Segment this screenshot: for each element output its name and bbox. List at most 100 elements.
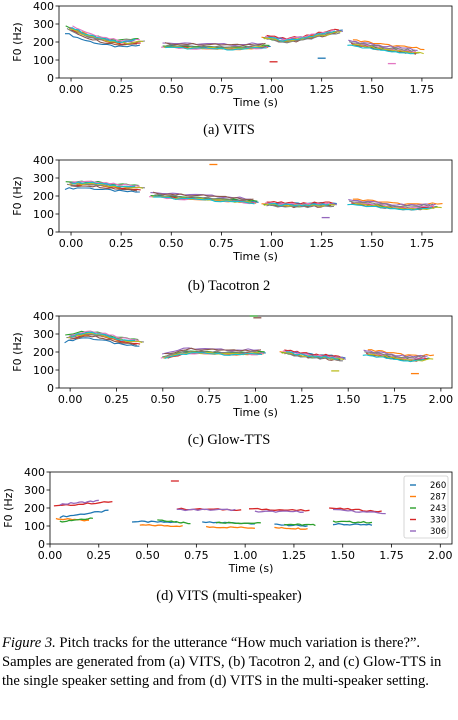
pitch-track bbox=[362, 354, 425, 363]
x-tick-label: 1.50 bbox=[336, 393, 361, 406]
pitch-track bbox=[347, 44, 415, 55]
legend-entry: 287 bbox=[430, 493, 446, 503]
x-tick-label: 0.50 bbox=[159, 83, 184, 96]
pitch-track bbox=[351, 43, 424, 55]
y-tick-label: 300 bbox=[33, 328, 54, 341]
y-tick-label: 0 bbox=[47, 382, 54, 395]
y-tick-label: 300 bbox=[24, 484, 45, 497]
x-tick-label: 0.50 bbox=[159, 237, 184, 250]
y-tick-label: 200 bbox=[33, 346, 54, 359]
x-tick-label: 0.25 bbox=[104, 393, 129, 406]
series-line-260 bbox=[131, 520, 177, 524]
pitch-track bbox=[348, 200, 434, 208]
legend-entry: 260 bbox=[430, 481, 446, 491]
x-tick-label: 1.25 bbox=[290, 393, 315, 406]
pitch-track bbox=[352, 39, 425, 51]
x-tick-label: 1.00 bbox=[259, 237, 284, 250]
x-tick-label: 0.75 bbox=[209, 83, 234, 96]
plot-area bbox=[53, 480, 386, 530]
series-line-287 bbox=[139, 524, 183, 528]
y-tick-label: 100 bbox=[33, 54, 54, 67]
pitch-track bbox=[348, 41, 416, 52]
series-line-243 bbox=[332, 520, 373, 524]
x-tick-label: 1.00 bbox=[233, 549, 258, 562]
pitch-track bbox=[366, 353, 434, 362]
pitch-track bbox=[281, 352, 345, 361]
legend-entry: 306 bbox=[430, 527, 446, 537]
x-tick-label: 0.00 bbox=[59, 237, 84, 250]
x-tick-label: 0.25 bbox=[109, 237, 134, 250]
plot-area bbox=[65, 25, 425, 65]
pitch-track bbox=[285, 351, 339, 360]
pitch-track bbox=[69, 335, 137, 346]
series-line-306 bbox=[254, 510, 304, 513]
x-tick-label: 0.75 bbox=[209, 237, 234, 250]
series-line-243 bbox=[215, 521, 261, 525]
pitch-track bbox=[152, 191, 254, 201]
pitch-track bbox=[68, 28, 144, 45]
y-tick-label: 0 bbox=[47, 226, 54, 239]
x-tick-label: 1.75 bbox=[410, 83, 435, 96]
pitch-track bbox=[164, 347, 262, 355]
x-tick-label: 1.00 bbox=[259, 83, 284, 96]
figure-caption: Figure 3. Pitch tracks for the utterance… bbox=[2, 634, 454, 691]
series-line-306 bbox=[176, 508, 236, 512]
x-tick-label: 1.75 bbox=[410, 237, 435, 250]
x-tick-label: 1.50 bbox=[360, 237, 385, 250]
x-tick-label: 1.25 bbox=[309, 83, 334, 96]
pitch-track bbox=[268, 30, 336, 42]
y-tick-label: 0 bbox=[38, 538, 45, 551]
x-tick-label: 1.50 bbox=[360, 83, 385, 96]
series-line-260 bbox=[274, 523, 308, 527]
y-axis-label: F0 (Hz) bbox=[11, 176, 24, 215]
x-tick-label: 1.25 bbox=[282, 549, 307, 562]
series-line-306 bbox=[59, 499, 99, 506]
pitch-track bbox=[347, 203, 433, 211]
axes-frame bbox=[58, 159, 453, 233]
series-line-287 bbox=[274, 526, 308, 530]
series-line-330 bbox=[53, 500, 113, 507]
pitch-track bbox=[70, 185, 138, 192]
series-line-243 bbox=[157, 519, 191, 525]
y-tick-label: 400 bbox=[24, 466, 45, 479]
x-tick-label: 1.75 bbox=[379, 549, 404, 562]
plot-area bbox=[64, 315, 434, 375]
pitch-track bbox=[72, 180, 140, 187]
y-tick-label: 200 bbox=[33, 36, 54, 49]
pitch-track bbox=[268, 203, 330, 207]
series-line-260 bbox=[59, 509, 109, 519]
chart-vits: 0 100 200 300 400 0.00 0.25 0.50 0.75 1.00 1.25 1.5… bbox=[11, 0, 453, 109]
pitch-track bbox=[165, 46, 267, 51]
x-tick-label: 2.00 bbox=[428, 549, 453, 562]
plot-area bbox=[64, 163, 443, 219]
y-axis-label: F0 (Hz) bbox=[11, 22, 24, 61]
y-tick-label: 400 bbox=[33, 310, 54, 323]
x-tick-label: 0.75 bbox=[184, 549, 209, 562]
x-tick-label: 1.50 bbox=[330, 549, 355, 562]
y-tick-label: 0 bbox=[47, 72, 54, 85]
legend-entry: 243 bbox=[430, 504, 446, 514]
pitch-track bbox=[164, 42, 266, 47]
pitch-track bbox=[364, 351, 426, 359]
y-tick-label: 100 bbox=[33, 364, 54, 377]
x-axis-label: Time (s) bbox=[232, 96, 278, 109]
panel-caption: (c) Glow-TTS bbox=[187, 432, 271, 448]
pitch-track bbox=[70, 29, 138, 46]
series-line-330 bbox=[248, 507, 310, 512]
series-line-330 bbox=[329, 507, 382, 513]
chart-vits-multi: 0 100 200 300 400 0.00 0.25 0.50 0.75 1.00 1.25 1.5… bbox=[2, 466, 453, 575]
pitch-track bbox=[351, 203, 442, 210]
pitch-track bbox=[65, 33, 140, 48]
pitch-track bbox=[64, 187, 140, 193]
pitch-track bbox=[71, 181, 136, 188]
series-line-260 bbox=[332, 522, 373, 526]
y-tick-label: 100 bbox=[33, 208, 54, 221]
y-tick-label: 400 bbox=[33, 155, 54, 167]
series-line-287 bbox=[55, 517, 89, 522]
x-tick-label: 0.25 bbox=[109, 83, 134, 96]
pitch-track bbox=[166, 44, 262, 48]
y-tick-label: 300 bbox=[33, 18, 54, 31]
x-tick-label: 1.75 bbox=[382, 393, 407, 406]
pitch-track bbox=[263, 31, 342, 42]
